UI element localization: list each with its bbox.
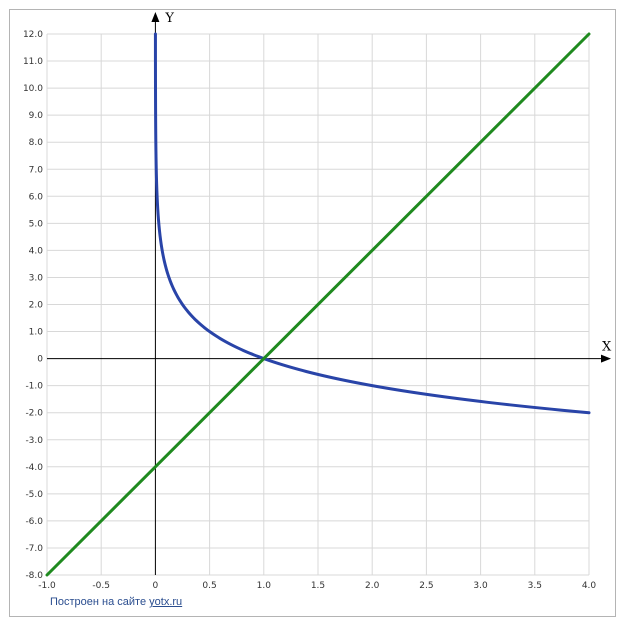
y-tick-label: 4.0 — [29, 246, 44, 256]
x-tick-label: -1.0 — [38, 581, 56, 591]
y-tick-label: -6.0 — [25, 517, 43, 527]
y-tick-label: 10.0 — [23, 84, 43, 94]
y-axis-arrow — [151, 12, 160, 22]
tick-labels: -1.0 -0.5 0 0.5 1.0 1.5 2.0 2.5 3.0 3.5 4.0 12.0 11.… — [23, 30, 596, 591]
x-tick-label: 2.5 — [419, 581, 433, 591]
y-tick-label: -5.0 — [25, 490, 43, 500]
y-axis-label: Y — [164, 11, 174, 26]
x-tick-label: 3.0 — [473, 581, 488, 591]
y-tick-label: 5.0 — [29, 219, 44, 229]
y-tick-label: -8.0 — [25, 571, 43, 581]
y-tick-label: 2.0 — [29, 301, 44, 311]
series-line-2 — [45, 32, 591, 577]
x-axis-label: X — [602, 340, 612, 355]
x-tick-label: 3.5 — [528, 581, 542, 591]
y-tick-label: -2.0 — [25, 409, 43, 419]
y-tick-label: 11.0 — [23, 57, 43, 67]
y-tick-label: 1.0 — [29, 328, 44, 338]
chart-frame: -1.0 -0.5 0 0.5 1.0 1.5 2.0 2.5 3.0 3.5 4.0 12.0 11.… — [9, 9, 616, 617]
y-tick-label: 12.0 — [23, 30, 43, 40]
grid — [46, 33, 590, 576]
y-tick-label: 6.0 — [29, 192, 44, 202]
y-tick-label: -3.0 — [25, 436, 43, 446]
y-tick-label: -4.0 — [25, 463, 43, 473]
y-tick-label: 9.0 — [29, 111, 44, 121]
credit-text: Построен на сайте — [50, 596, 147, 608]
x-tick-label: 0 — [153, 581, 159, 591]
y-tick-label: 0 — [37, 355, 43, 365]
x-tick-label: 4.0 — [582, 581, 597, 591]
plot-area: -1.0 -0.5 0 0.5 1.0 1.5 2.0 2.5 3.0 3.5 4.0 12.0 11.… — [23, 11, 612, 591]
y-tick-label: 7.0 — [29, 165, 44, 175]
y-tick-label: -1.0 — [25, 382, 43, 392]
series-line-1 — [153, 32, 591, 415]
y-tick-label: 3.0 — [29, 273, 44, 283]
credit-line: Построен на сайте yotx.ru — [50, 596, 182, 608]
x-tick-label: 1.0 — [257, 581, 272, 591]
x-tick-label: -0.5 — [92, 581, 110, 591]
credit-link[interactable]: yotx.ru — [149, 596, 183, 608]
y-tick-label: -7.0 — [25, 544, 43, 554]
y-tick-label: 8.0 — [29, 138, 44, 148]
series-group — [45, 32, 591, 577]
x-tick-label: 0.5 — [202, 581, 216, 591]
x-axis-arrow — [601, 354, 611, 363]
x-tick-label: 2.0 — [365, 581, 380, 591]
x-tick-label: 1.5 — [311, 581, 325, 591]
